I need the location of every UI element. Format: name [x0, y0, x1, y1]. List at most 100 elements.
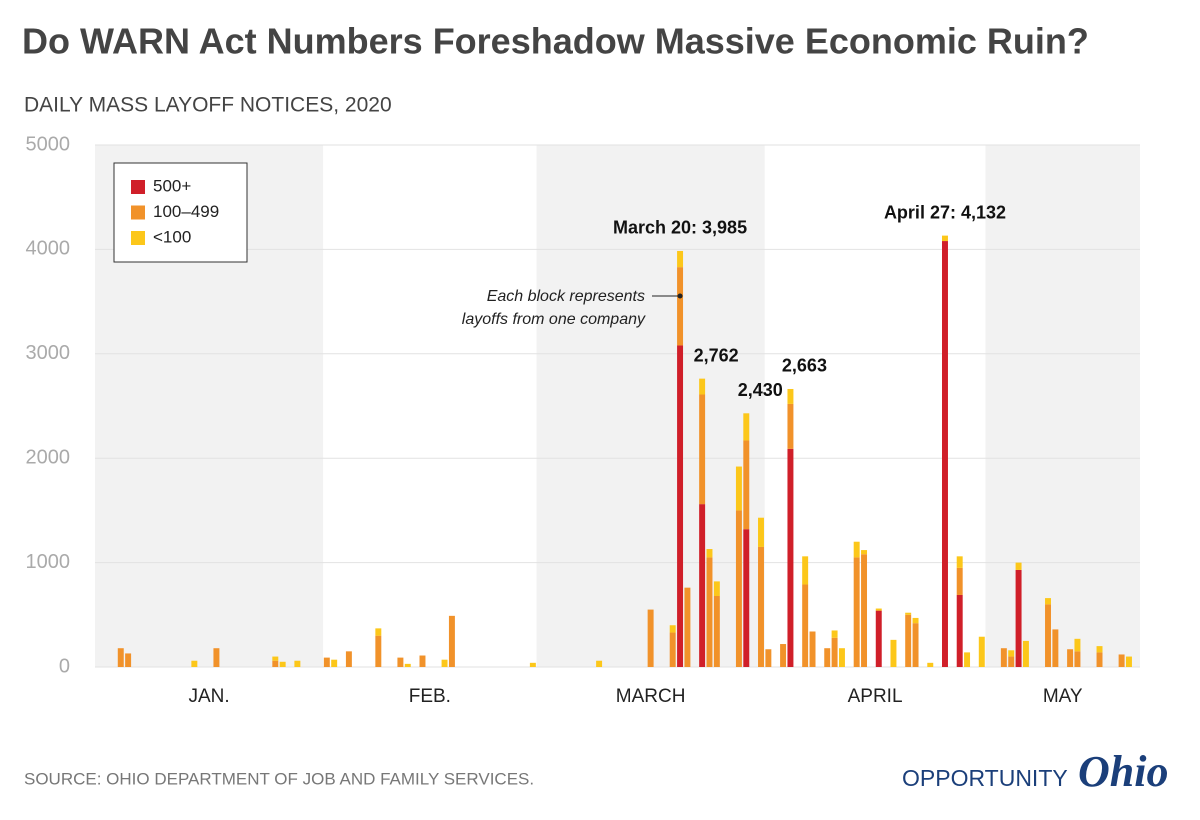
- x-tick-label: APRIL: [848, 686, 903, 707]
- bar-segment: [802, 584, 809, 667]
- bar-segment: [669, 632, 676, 667]
- bar-segment: [272, 656, 279, 661]
- bar-segment: [831, 637, 838, 667]
- chart-subtitle: DAILY MASS LAYOFF NOTICES, 2020: [24, 94, 392, 117]
- annotation: March 20: 3,985: [613, 218, 747, 238]
- bar-segment: [978, 636, 985, 667]
- bar-segment: [699, 504, 706, 667]
- annotation: 2,663: [782, 356, 827, 376]
- bar-segment: [419, 655, 426, 667]
- bar-segment: [890, 639, 897, 667]
- x-tick-label: MAY: [1043, 686, 1083, 707]
- bar-segment: [684, 587, 691, 667]
- bar-segment: [213, 648, 220, 667]
- bar-segment: [743, 440, 750, 530]
- bar-segment: [743, 413, 750, 441]
- bar-segment: [345, 651, 352, 667]
- callout-text: layoffs from one company: [462, 311, 646, 328]
- bar-segment: [699, 378, 706, 395]
- bar-segment: [706, 549, 713, 558]
- bar-segment: [809, 631, 816, 667]
- bar-segment: [713, 596, 720, 667]
- bar-segment: [677, 250, 684, 268]
- bar-segment: [735, 466, 742, 511]
- legend-label: 500+: [153, 176, 191, 195]
- bar-segment: [765, 649, 772, 667]
- bar-segment: [905, 612, 912, 615]
- bar-segment: [743, 529, 750, 667]
- y-tick-label: 4000: [26, 238, 71, 260]
- month-band: [536, 145, 765, 667]
- bar-segment: [853, 541, 860, 558]
- logo-text: OPPORTUNITY: [902, 765, 1068, 791]
- bar-segment: [677, 267, 684, 346]
- annotation: 2,430: [738, 380, 783, 400]
- bar-segment: [647, 609, 654, 667]
- bar-segment: [191, 660, 198, 667]
- bar-segment: [780, 644, 787, 667]
- bar-segment: [861, 554, 868, 667]
- x-tick-label: JAN.: [188, 686, 229, 707]
- bar-segment: [1015, 562, 1022, 570]
- bar-segment: [927, 662, 934, 667]
- y-tick-label: 2000: [26, 446, 71, 468]
- bar-segment: [1045, 598, 1051, 605]
- bar-segment: [758, 546, 764, 667]
- bar-segment: [596, 660, 603, 667]
- bar-segment: [677, 345, 684, 667]
- y-tick-label: 0: [59, 655, 70, 677]
- bar-segment: [1008, 650, 1015, 657]
- legend-label: 100–499: [153, 202, 219, 221]
- logo-script: Ohio: [1078, 747, 1168, 796]
- legend-swatch: [131, 205, 145, 220]
- bar-segment: [1015, 569, 1022, 667]
- bar-segment: [323, 657, 330, 667]
- y-tick-label: 1000: [26, 551, 71, 573]
- bar-segment: [1008, 656, 1015, 667]
- bar-segment: [713, 581, 720, 597]
- legend-swatch: [131, 231, 145, 245]
- annotation: 2,762: [694, 345, 739, 365]
- bar-segment: [956, 594, 963, 667]
- bar-segment: [912, 617, 919, 624]
- bar-segment: [1074, 638, 1081, 652]
- bar-segment: [1096, 652, 1103, 667]
- y-tick-label: 5000: [26, 133, 71, 155]
- bar-segment: [905, 614, 912, 667]
- bar-segment: [529, 662, 536, 667]
- bar-segment: [397, 657, 404, 667]
- month-band: [985, 145, 1140, 667]
- bar-segment: [802, 556, 809, 585]
- bar-segment: [699, 394, 706, 505]
- bar-segment: [1000, 648, 1007, 667]
- bar-segment: [1096, 646, 1103, 653]
- y-tick-label: 3000: [26, 342, 71, 364]
- bar-segment: [404, 663, 411, 667]
- source: SOURCE: OHIO DEPARTMENT OF JOB AND FAMIL…: [24, 769, 534, 788]
- bar-segment: [669, 625, 676, 633]
- bar-segment: [838, 648, 845, 667]
- bar-segment: [375, 635, 382, 667]
- bar-segment: [272, 660, 279, 667]
- legend-swatch: [131, 180, 145, 194]
- bar-segment: [375, 628, 382, 636]
- bar-segment: [853, 557, 860, 667]
- bar-segment: [706, 557, 713, 667]
- bar-segment: [1022, 640, 1029, 667]
- bar-segment: [1125, 656, 1132, 667]
- bar-segment: [294, 660, 301, 667]
- legend-label: <100: [153, 227, 191, 246]
- bar-segment: [1052, 629, 1059, 667]
- bar-segment: [956, 556, 963, 568]
- bar-segment: [441, 659, 448, 667]
- callout-text: Each block represents: [487, 288, 645, 305]
- bar-segment: [787, 403, 794, 449]
- bar-segment: [331, 659, 338, 667]
- bar-segment: [875, 608, 882, 611]
- bar-segment: [1067, 649, 1074, 667]
- annotation: April 27: 4,132: [884, 202, 1006, 222]
- callout-dot: [677, 293, 683, 299]
- bar-segment: [824, 648, 831, 667]
